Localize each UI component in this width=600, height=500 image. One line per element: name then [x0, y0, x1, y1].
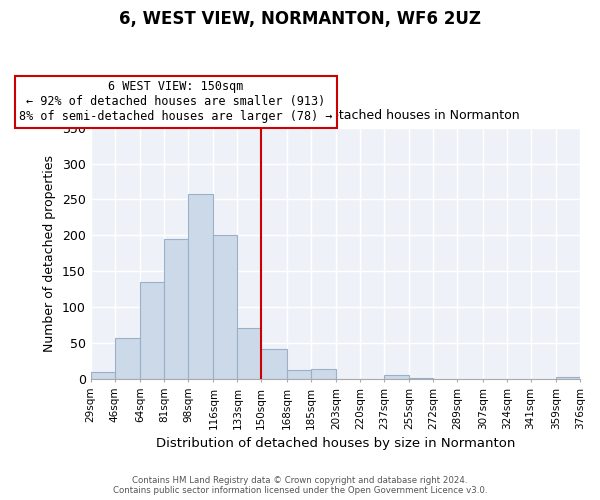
Bar: [238, 328, 262, 379]
Bar: [214, 236, 238, 379]
Title: Size of property relative to detached houses in Normanton: Size of property relative to detached ho…: [152, 110, 519, 122]
X-axis label: Distribution of detached houses by size in Normanton: Distribution of detached houses by size …: [155, 437, 515, 450]
Bar: [262, 350, 287, 379]
Bar: [164, 239, 188, 379]
Bar: [384, 374, 409, 379]
Bar: [188, 194, 214, 379]
Bar: [409, 378, 433, 379]
Bar: [287, 370, 311, 379]
Y-axis label: Number of detached properties: Number of detached properties: [43, 155, 56, 352]
Text: Contains HM Land Registry data © Crown copyright and database right 2024.
Contai: Contains HM Land Registry data © Crown c…: [113, 476, 487, 495]
Text: 6, WEST VIEW, NORMANTON, WF6 2UZ: 6, WEST VIEW, NORMANTON, WF6 2UZ: [119, 10, 481, 28]
Text: 6 WEST VIEW: 150sqm
← 92% of detached houses are smaller (913)
8% of semi-detach: 6 WEST VIEW: 150sqm ← 92% of detached ho…: [19, 80, 333, 124]
Bar: [140, 282, 164, 379]
Bar: [91, 372, 115, 379]
Bar: [556, 378, 580, 379]
Bar: [115, 338, 140, 379]
Bar: [311, 369, 336, 379]
